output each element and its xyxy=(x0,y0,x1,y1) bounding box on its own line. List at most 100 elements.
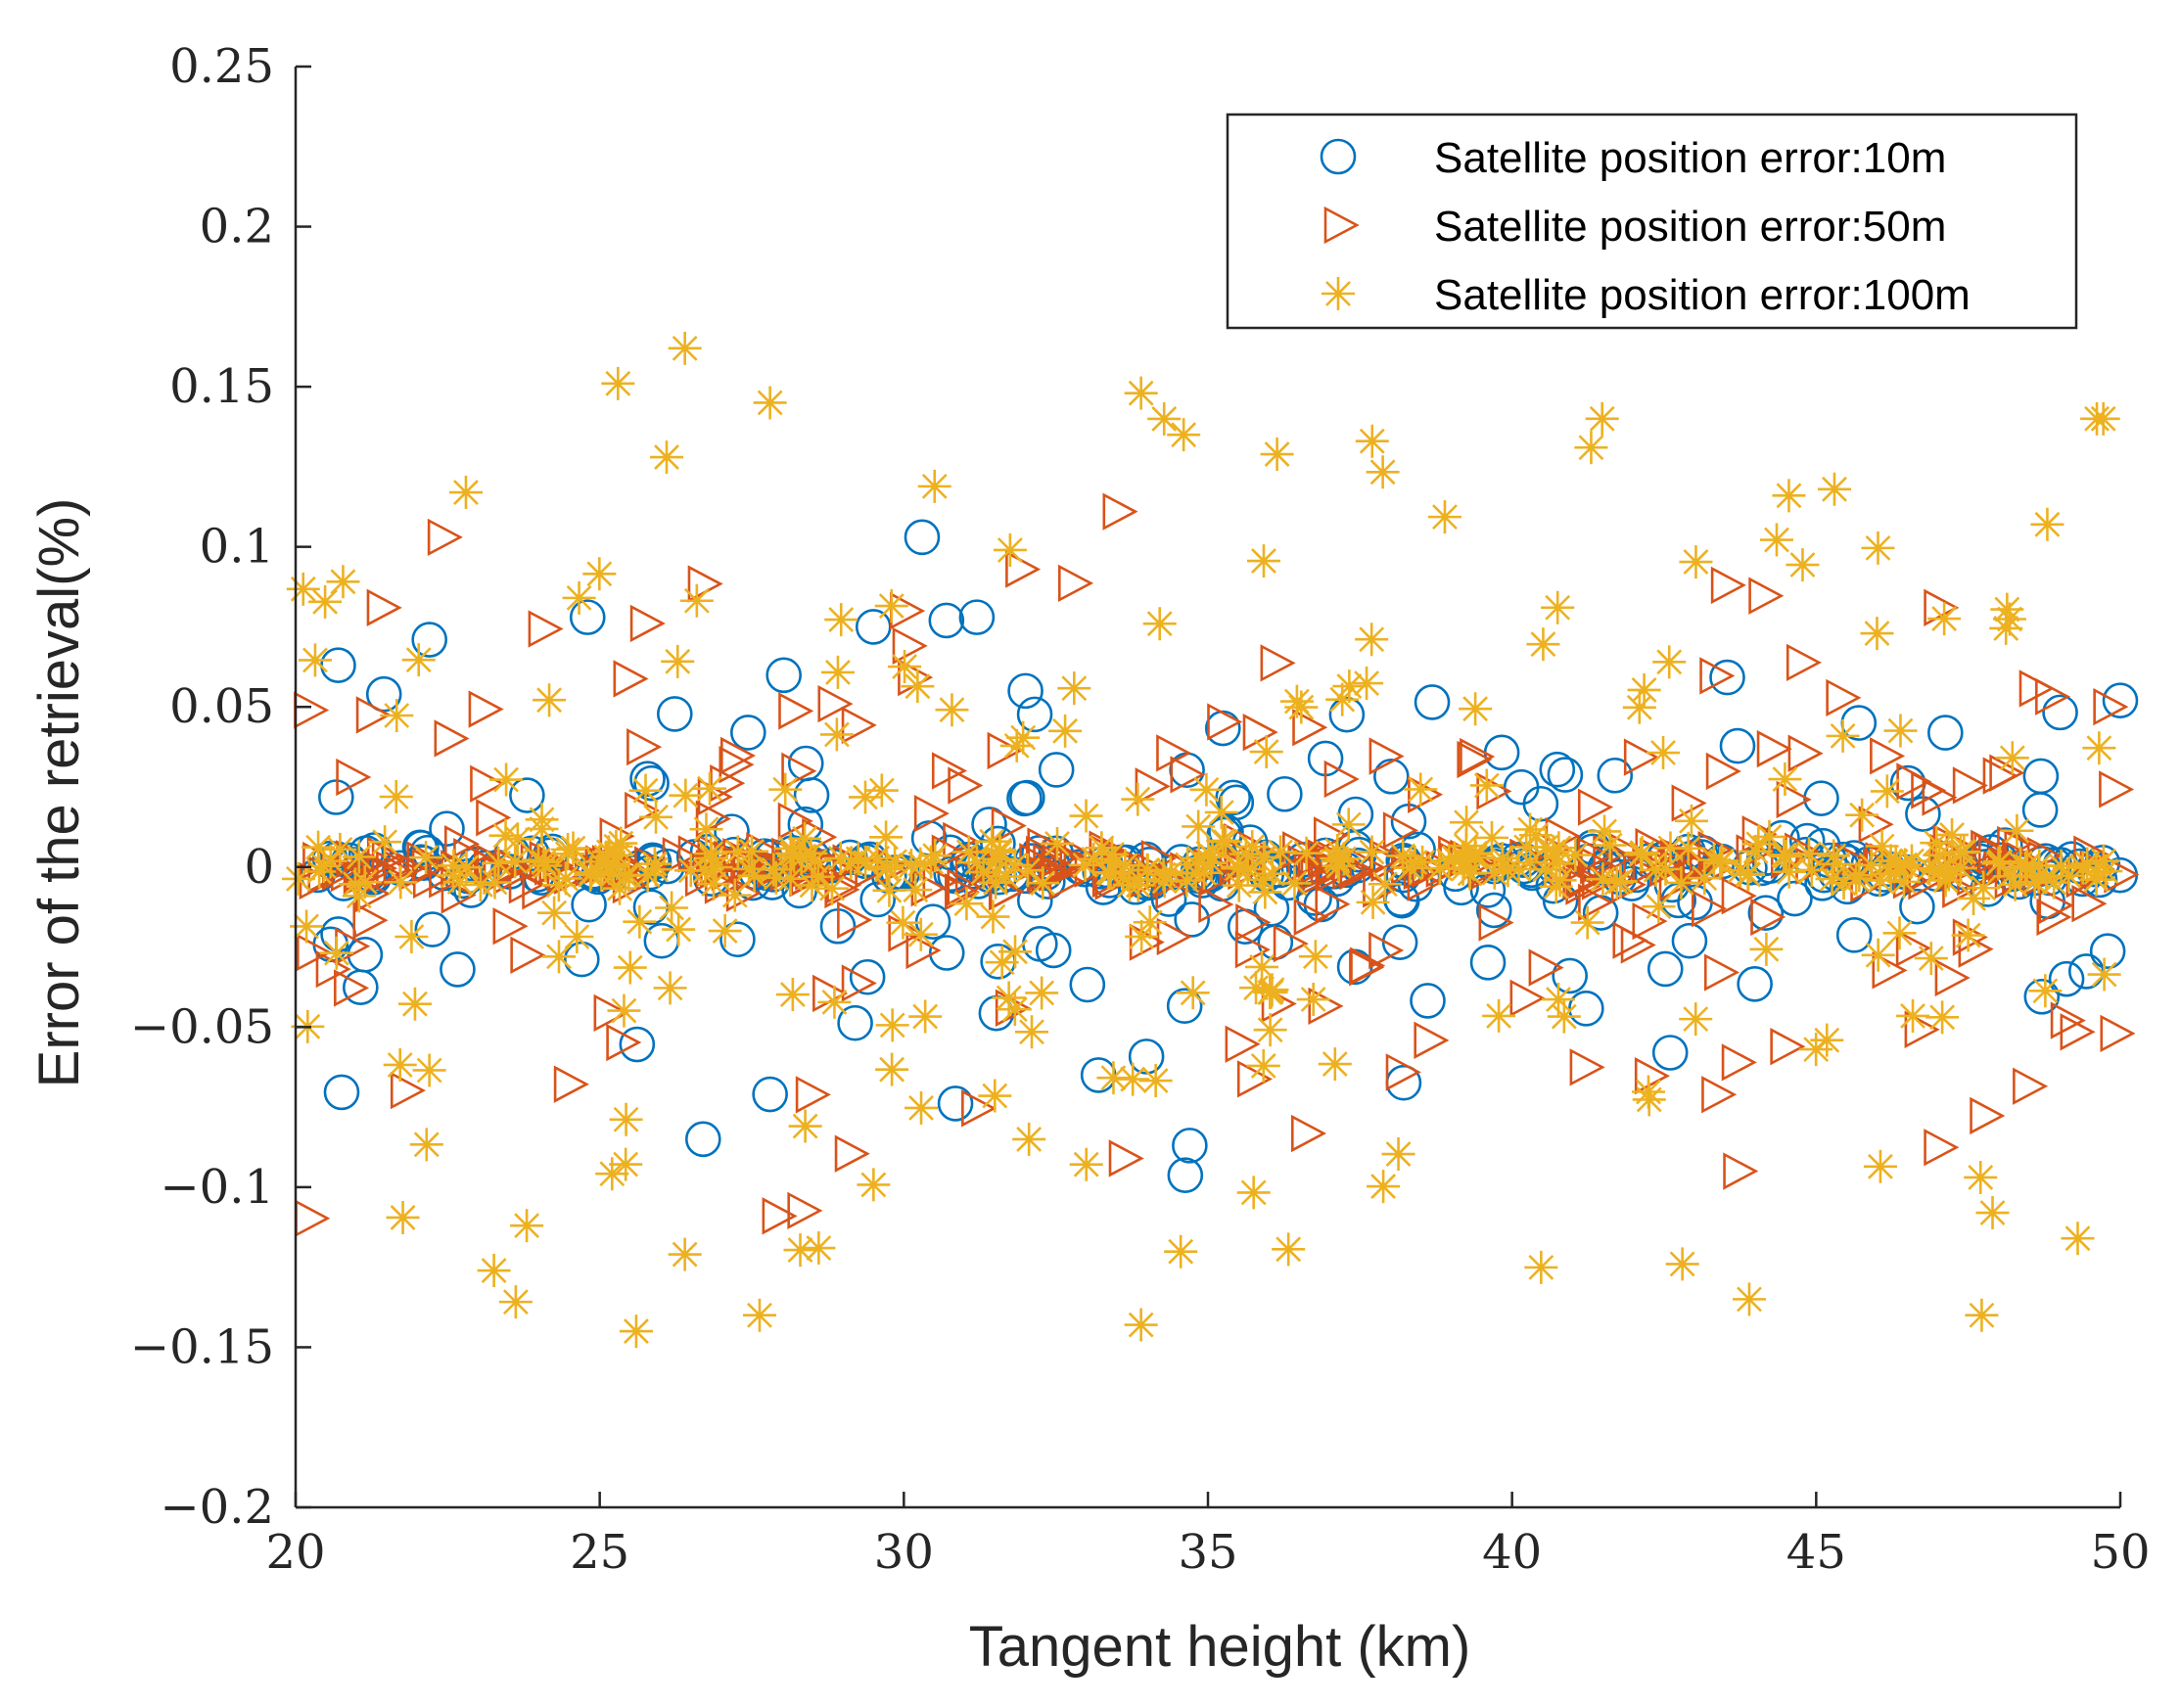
data-point xyxy=(386,1200,420,1234)
data-point xyxy=(2099,770,2135,808)
data-point xyxy=(1922,855,1956,890)
data-point xyxy=(918,839,952,873)
data-point xyxy=(874,589,908,623)
data-point xyxy=(1502,852,1536,886)
data-point xyxy=(742,1298,776,1332)
data-point xyxy=(1457,740,1493,779)
data-point xyxy=(1128,1039,1165,1075)
data-point xyxy=(689,812,723,847)
data-point xyxy=(379,780,413,814)
data-point xyxy=(937,1085,974,1122)
data-point xyxy=(1721,877,1757,915)
data-point xyxy=(1756,729,1792,768)
data-point xyxy=(355,696,392,734)
legend-label: Satellite position error:10m xyxy=(1434,134,1946,182)
data-point xyxy=(1230,852,1265,886)
data-point xyxy=(383,1047,417,1082)
data-point xyxy=(2071,885,2108,923)
data-point xyxy=(1410,983,1446,1019)
data-point xyxy=(1747,895,1785,931)
data-point xyxy=(841,842,875,876)
data-point xyxy=(1116,1062,1150,1096)
data-point xyxy=(1206,823,1240,857)
data-point xyxy=(1647,736,1681,770)
data-point xyxy=(1249,735,1283,769)
data-point xyxy=(759,860,793,895)
data-point xyxy=(1989,611,2023,645)
data-point xyxy=(1665,1247,1699,1281)
data-point xyxy=(489,762,524,797)
data-point xyxy=(1536,835,1570,869)
data-point xyxy=(784,841,818,875)
data-point xyxy=(1710,566,1746,605)
data-point xyxy=(1970,1096,2006,1135)
data-point xyxy=(1414,684,1451,720)
data-point xyxy=(1328,696,1366,733)
data-point xyxy=(1925,1000,1960,1035)
data-point xyxy=(1325,682,1360,716)
data-point xyxy=(440,951,476,988)
data-point xyxy=(699,851,733,885)
data-point xyxy=(1786,643,1823,682)
data-point xyxy=(1432,844,1466,878)
data-point xyxy=(655,891,689,925)
data-point xyxy=(1817,839,1851,873)
data-point xyxy=(1272,1232,1306,1267)
data-point xyxy=(541,868,576,902)
legend-box xyxy=(1226,113,2078,330)
data-point xyxy=(732,852,766,886)
data-point xyxy=(1883,714,1918,748)
data-point xyxy=(1246,1048,1280,1083)
data-point xyxy=(795,868,829,902)
data-point xyxy=(817,985,852,1019)
data-point xyxy=(366,588,402,626)
data-point xyxy=(412,1053,446,1087)
data-point xyxy=(1246,544,1280,578)
data-point xyxy=(708,914,742,948)
series-3 xyxy=(281,331,2123,1349)
data-point xyxy=(352,901,389,940)
data-point xyxy=(397,987,432,1021)
data-point xyxy=(476,844,512,882)
data-point xyxy=(668,331,702,365)
legend-marker xyxy=(1323,206,1360,245)
data-point xyxy=(510,1209,544,1243)
data-point xyxy=(1863,863,1897,898)
data-point xyxy=(2102,682,2139,718)
data-point xyxy=(1292,709,1328,747)
data-point xyxy=(629,604,666,643)
data-point xyxy=(1215,779,1252,816)
data-point xyxy=(298,643,332,677)
data-point xyxy=(1382,811,1418,850)
data-point xyxy=(950,887,984,921)
data-point xyxy=(1293,898,1329,937)
data-point xyxy=(470,764,506,803)
data-point xyxy=(1303,886,1340,923)
data-point xyxy=(692,771,726,806)
data-point xyxy=(1057,671,1091,706)
data-point xyxy=(718,878,752,912)
data-point xyxy=(449,851,484,885)
data-point xyxy=(1652,645,1687,679)
data-point xyxy=(1748,577,1785,615)
data-point xyxy=(1012,1122,1046,1156)
data-point xyxy=(294,691,330,729)
data-point xyxy=(832,844,868,882)
data-point xyxy=(1574,431,1608,465)
data-point xyxy=(1260,644,1296,682)
data-point xyxy=(1658,863,1694,902)
data-point xyxy=(1167,1157,1204,1193)
data-point xyxy=(476,799,512,837)
data-point xyxy=(1705,752,1741,791)
data-point xyxy=(1248,875,1282,909)
data-point xyxy=(295,1199,331,1237)
data-point xyxy=(478,865,512,900)
data-point xyxy=(1366,455,1400,489)
data-point xyxy=(582,557,617,591)
data-point xyxy=(783,1233,817,1268)
data-point xyxy=(1981,847,2016,881)
data-point xyxy=(987,731,1023,770)
data-point xyxy=(899,873,933,907)
data-point xyxy=(541,940,576,974)
data-point xyxy=(1156,734,1192,772)
